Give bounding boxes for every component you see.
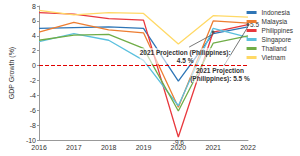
- svg-text:8: 8: [32, 3, 36, 10]
- svg-text:Malaysia: Malaysia: [262, 18, 288, 26]
- svg-text:Thailand: Thailand: [262, 45, 287, 52]
- svg-text:-10: -10: [26, 137, 36, 144]
- svg-text:Indonesia: Indonesia: [262, 9, 291, 16]
- svg-text:2: 2: [32, 47, 36, 54]
- svg-text:2020: 2020: [170, 144, 187, 151]
- svg-text:GDP Growth (%): GDP Growth (%): [8, 47, 16, 99]
- svg-text:4: 4: [32, 32, 36, 39]
- svg-text:-8: -8: [30, 122, 36, 129]
- svg-text:Philippines: Philippines: [262, 27, 294, 35]
- svg-text:(Philippines): 5.5 %: (Philippines): 5.5 %: [190, 75, 250, 83]
- svg-text:4.5 %: 4.5 %: [177, 57, 194, 64]
- svg-text:2021 Projection: 2021 Projection: [196, 67, 244, 75]
- svg-text:2021: 2021: [205, 144, 221, 151]
- svg-text:-9.6: -9.6: [173, 139, 185, 146]
- svg-text:0: 0: [32, 62, 36, 69]
- svg-text:2019: 2019: [136, 144, 152, 151]
- svg-text:5.5: 5.5: [250, 21, 259, 29]
- svg-text:Vietnam: Vietnam: [262, 54, 286, 61]
- svg-text:Singapore: Singapore: [262, 36, 292, 44]
- svg-text:-6: -6: [30, 107, 36, 114]
- svg-text:2016: 2016: [31, 144, 47, 151]
- svg-text:2017: 2017: [66, 144, 82, 151]
- svg-text:2021 Projection (Philippines):: 2021 Projection (Philippines):: [140, 49, 231, 57]
- svg-text:2018: 2018: [101, 144, 117, 151]
- svg-text:-2: -2: [30, 77, 36, 84]
- svg-text:2022: 2022: [240, 144, 256, 151]
- svg-text:6: 6: [32, 17, 36, 24]
- svg-text:-4: -4: [30, 92, 36, 99]
